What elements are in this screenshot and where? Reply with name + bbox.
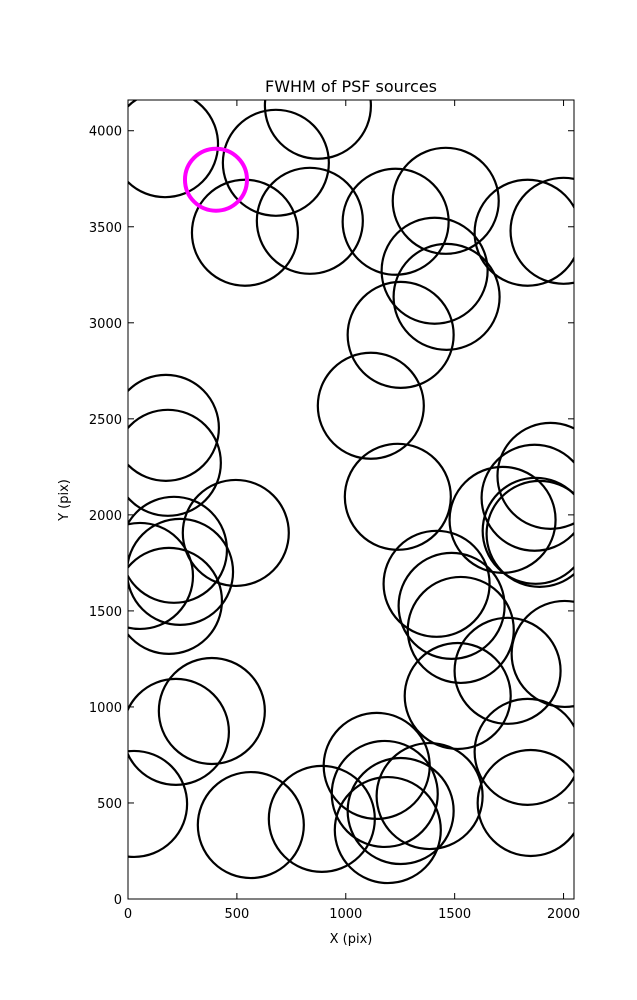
x-tick-label: 0 <box>124 907 132 922</box>
y-tick-label: 1000 <box>89 701 122 716</box>
plot-marks <box>128 100 574 885</box>
source-circle <box>128 677 230 786</box>
x-tick-label: 2000 <box>547 907 580 922</box>
x-tick-label: 1500 <box>438 907 471 922</box>
source-circle <box>128 546 224 655</box>
y-tick-label: 2000 <box>89 509 122 524</box>
source-circle <box>333 775 442 885</box>
source-circle <box>392 242 501 351</box>
source-circle <box>380 216 489 325</box>
y-tick-label: 3000 <box>89 317 122 332</box>
source-circle <box>453 616 562 725</box>
y-tick-label: 500 <box>97 797 122 812</box>
source-circle <box>346 280 455 389</box>
source-circle <box>473 178 574 287</box>
source-circle <box>128 517 235 626</box>
source-circle <box>190 178 300 287</box>
source-circle <box>221 108 330 217</box>
y-tick-label: 2500 <box>89 413 122 428</box>
source-circle <box>391 146 500 255</box>
y-tick-label: 1500 <box>89 605 122 620</box>
source-circle <box>128 521 195 631</box>
source-circle <box>128 408 222 517</box>
source-circle <box>509 176 574 285</box>
source-circle <box>128 495 229 604</box>
source-circle <box>255 166 364 275</box>
x-tick-label: 1000 <box>329 907 362 922</box>
source-circle <box>341 167 450 276</box>
source-circle <box>375 741 484 851</box>
source-circle <box>510 599 574 709</box>
source-circle <box>196 770 305 880</box>
source-circle <box>157 656 266 766</box>
source-circle <box>128 749 189 859</box>
source-circle <box>397 551 506 661</box>
source-circle <box>382 529 491 638</box>
source-circle <box>476 748 574 858</box>
source-circle <box>343 442 452 551</box>
highlight-circle <box>182 146 249 213</box>
source-circle <box>481 476 574 585</box>
source-circle <box>480 443 574 552</box>
source-circle <box>267 764 376 874</box>
x-tick-label: 500 <box>224 907 249 922</box>
y-tick-label: 4000 <box>89 125 122 140</box>
source-circle <box>403 641 512 751</box>
y-axis-label: Y (pix) <box>57 479 72 522</box>
source-circle <box>128 373 220 482</box>
plot-frame <box>127 99 575 900</box>
source-circle <box>316 351 425 460</box>
source-circle <box>330 739 439 849</box>
y-tick-label: 3500 <box>89 221 122 236</box>
chart-title: FWHM of PSF sources <box>265 77 437 96</box>
source-circle <box>485 479 574 588</box>
y-tick-label: 0 <box>114 893 122 908</box>
x-axis-label: X (pix) <box>330 932 373 947</box>
source-circle <box>496 421 574 530</box>
source-circle <box>406 575 515 685</box>
source-circle <box>128 100 220 199</box>
source-circle <box>263 100 372 160</box>
source-circle <box>473 697 574 806</box>
source-circle <box>346 756 455 866</box>
source-circle <box>181 478 290 588</box>
